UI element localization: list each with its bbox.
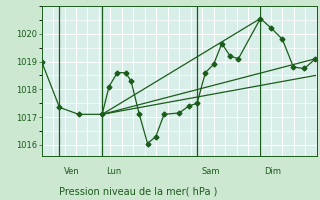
Text: Lun: Lun — [106, 166, 122, 176]
Text: Dim: Dim — [265, 166, 282, 176]
Text: Ven: Ven — [64, 166, 79, 176]
Text: Pression niveau de la mer( hPa ): Pression niveau de la mer( hPa ) — [59, 186, 217, 196]
Text: Sam: Sam — [201, 166, 220, 176]
